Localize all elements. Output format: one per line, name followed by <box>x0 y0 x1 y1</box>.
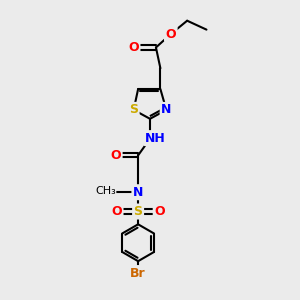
Text: CH₃: CH₃ <box>95 186 116 196</box>
Text: Br: Br <box>130 267 146 280</box>
Text: S: S <box>129 103 138 116</box>
Text: O: O <box>166 28 176 40</box>
Text: O: O <box>128 41 139 54</box>
Text: O: O <box>110 149 121 162</box>
Text: O: O <box>154 205 165 218</box>
Text: S: S <box>134 205 142 218</box>
Text: N: N <box>133 186 143 199</box>
Text: O: O <box>111 205 122 218</box>
Text: N: N <box>161 103 172 116</box>
Text: NH: NH <box>145 132 166 145</box>
